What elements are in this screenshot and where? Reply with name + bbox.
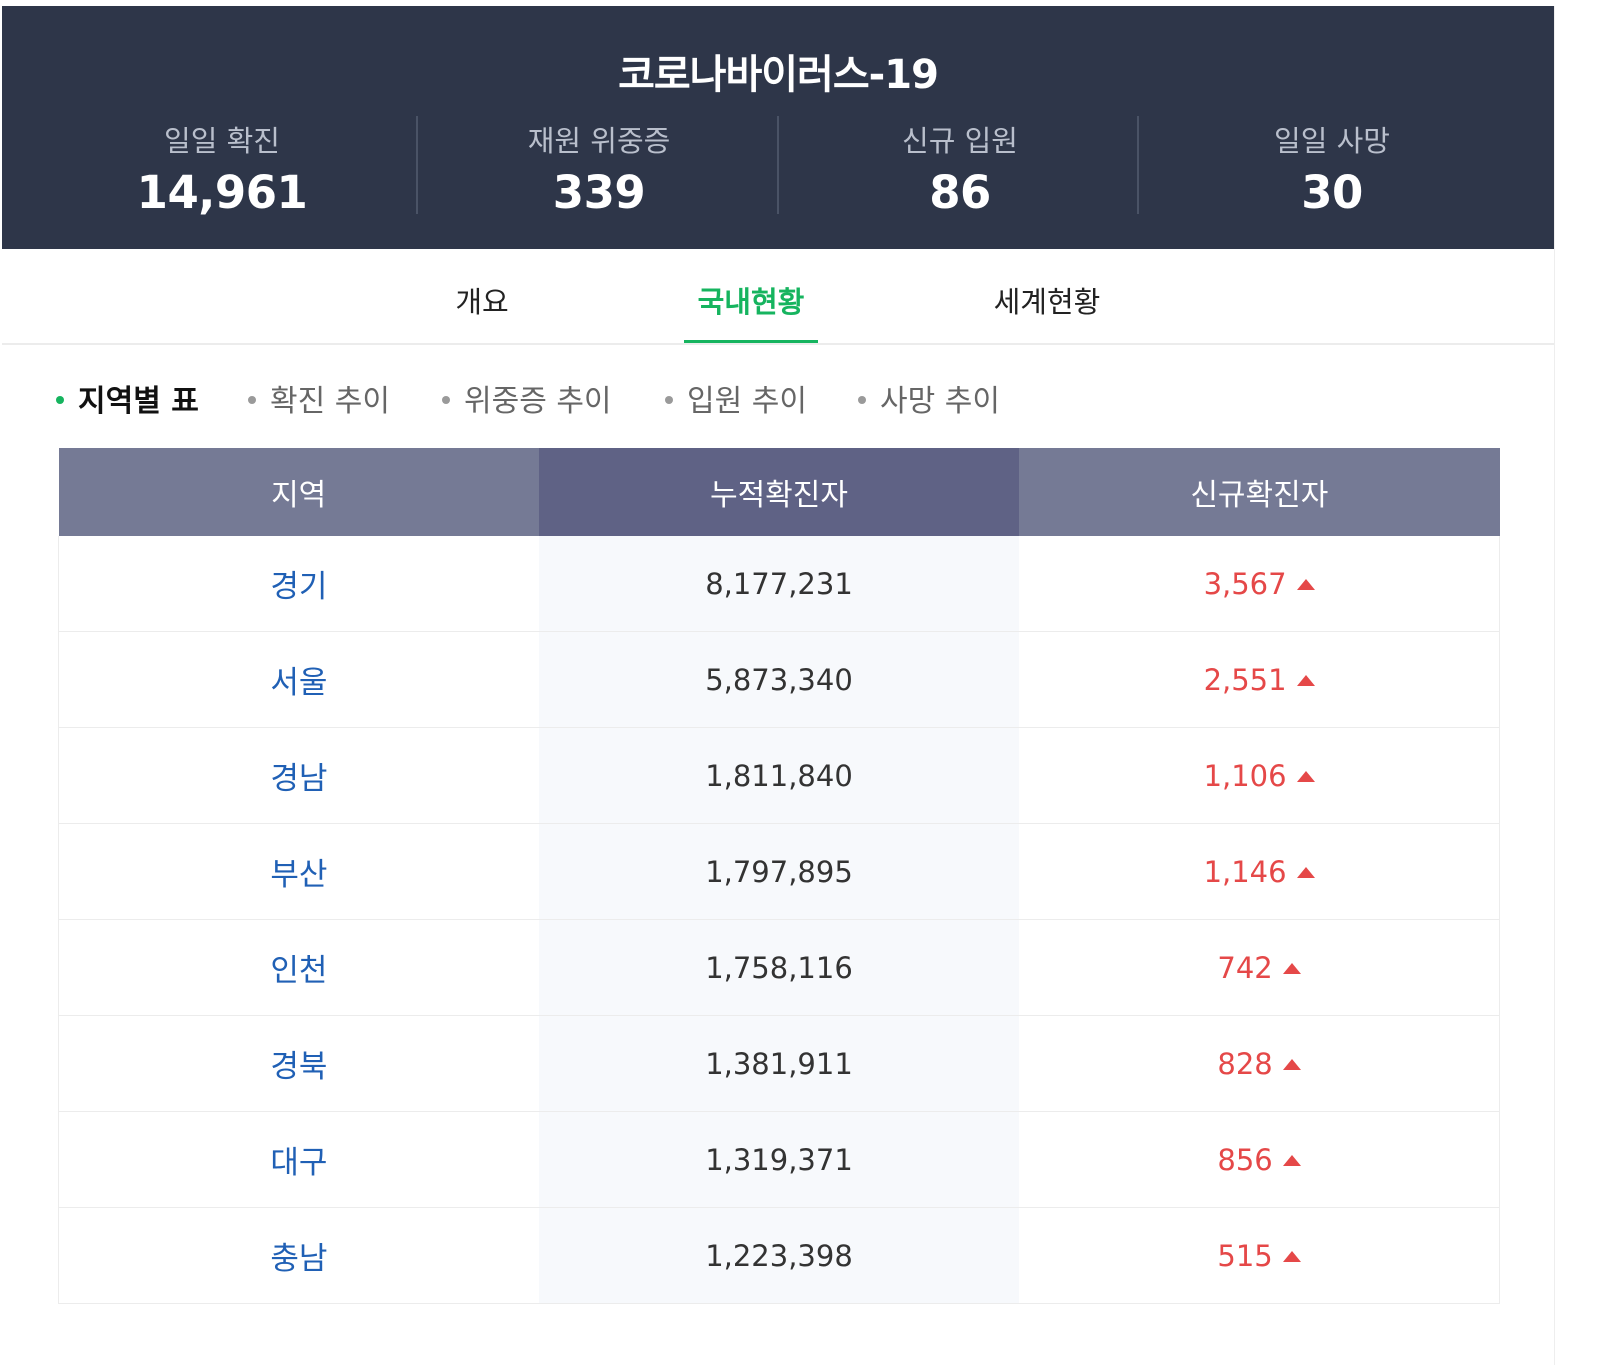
stat-label: 일일 확진 <box>164 124 280 158</box>
new-cases: 856 <box>1217 1142 1273 1177</box>
filter-confirmed-trend[interactable]: 확진 추이 <box>248 376 390 420</box>
main-tabs: 개요 국내현황 세계현황 <box>2 249 1554 345</box>
total-cases: 5,873,340 <box>538 631 1020 728</box>
table-row: 충남 1,223,398 515 <box>57 1207 1501 1304</box>
increase-arrow-icon <box>1296 770 1315 782</box>
table-row: 부산 1,797,895 1,146 <box>57 823 1501 920</box>
table-row: 경기 8,177,231 3,567 <box>57 536 1501 632</box>
bullet-dot-icon <box>248 395 256 404</box>
new-cases: 1,106 <box>1203 758 1287 793</box>
region-link[interactable]: 서울 <box>57 631 539 728</box>
region-table-container: 지역 누적확진자 신규확진자 경기 8,177,231 3,567 서울 5,8… <box>57 448 1501 1304</box>
region-table: 지역 누적확진자 신규확진자 경기 8,177,231 3,567 서울 5,8… <box>57 448 1501 1304</box>
total-cases: 8,177,231 <box>538 536 1020 632</box>
region-link[interactable]: 경남 <box>57 727 539 824</box>
tab-overview[interactable]: 개요 <box>455 285 509 319</box>
new-cases: 3,567 <box>1203 566 1287 601</box>
table-row: 인천 1,758,116 742 <box>57 919 1501 1016</box>
filter-critical-trend[interactable]: 위중증 추이 <box>442 376 612 420</box>
total-cases: 1,381,911 <box>538 1015 1020 1112</box>
increase-arrow-icon <box>1282 1250 1301 1262</box>
stat-value: 339 <box>552 166 646 219</box>
stat-divider <box>1137 116 1139 214</box>
new-cases: 742 <box>1217 950 1273 985</box>
filter-label: 확진 추이 <box>270 384 390 419</box>
new-cases-cell: 856 <box>1019 1111 1501 1208</box>
stat-divider <box>777 116 779 214</box>
new-cases-cell: 1,146 <box>1019 823 1501 920</box>
view-filters: 지역별 표 확진 추이 위중증 추이 입원 추이 사망 추이 <box>2 376 1554 426</box>
new-cases: 1,146 <box>1203 854 1287 889</box>
total-cases: 1,811,840 <box>538 727 1020 824</box>
stat-label: 일일 사망 <box>1274 124 1390 158</box>
page-title: 코로나바이러스-19 <box>618 52 939 98</box>
new-cases-cell: 742 <box>1019 919 1501 1016</box>
filter-death-trend[interactable]: 사망 추이 <box>858 376 1000 420</box>
stat-divider <box>416 116 418 214</box>
stat-daily-deaths: 일일 사망 30 <box>1182 116 1482 219</box>
header-region: 지역 <box>58 448 539 536</box>
new-cases: 2,551 <box>1203 662 1287 697</box>
table-row: 경남 1,811,840 1,106 <box>57 727 1501 824</box>
total-cases: 1,319,371 <box>538 1111 1020 1208</box>
filter-label: 위중증 추이 <box>464 384 612 419</box>
stat-new-admissions: 신규 입원 86 <box>810 116 1110 219</box>
total-cases: 1,223,398 <box>538 1207 1020 1304</box>
filter-label: 입원 추이 <box>687 384 807 419</box>
bullet-dot-icon <box>56 395 64 404</box>
filter-region-table[interactable]: 지역별 표 <box>56 376 199 420</box>
increase-arrow-icon <box>1296 674 1315 686</box>
header-total: 누적확진자 <box>538 448 1020 536</box>
region-link[interactable]: 충남 <box>57 1207 539 1304</box>
stat-value: 14,961 <box>136 166 308 219</box>
increase-arrow-icon <box>1282 1154 1301 1166</box>
filter-admission-trend[interactable]: 입원 추이 <box>665 376 807 420</box>
region-link[interactable]: 경북 <box>57 1015 539 1112</box>
region-link[interactable]: 인천 <box>57 919 539 1016</box>
new-cases-cell: 515 <box>1019 1207 1501 1304</box>
stat-value: 30 <box>1301 166 1363 219</box>
summary-stats: 일일 확진 14,961 재원 위중증 339 신규 입원 86 일일 사망 3… <box>2 116 1554 219</box>
total-cases: 1,758,116 <box>538 919 1020 1016</box>
stat-daily-confirmed: 일일 확진 14,961 <box>72 116 372 219</box>
covid-card: 코로나바이러스-19 일일 확진 14,961 재원 위중증 339 신규 입원… <box>2 6 1555 1365</box>
stat-value: 86 <box>929 166 991 219</box>
region-link[interactable]: 대구 <box>57 1111 539 1208</box>
bullet-dot-icon <box>858 395 866 404</box>
increase-arrow-icon <box>1296 578 1315 590</box>
region-link[interactable]: 부산 <box>57 823 539 920</box>
region-link[interactable]: 경기 <box>57 536 539 632</box>
new-cases: 828 <box>1217 1046 1273 1081</box>
table-row: 대구 1,319,371 856 <box>57 1111 1501 1208</box>
new-cases: 515 <box>1217 1238 1273 1273</box>
new-cases-cell: 1,106 <box>1019 727 1501 824</box>
stat-critical: 재원 위중증 339 <box>449 116 749 219</box>
increase-arrow-icon <box>1296 866 1315 878</box>
new-cases-cell: 828 <box>1019 1015 1501 1112</box>
increase-arrow-icon <box>1282 962 1301 974</box>
tab-global[interactable]: 세계현황 <box>993 285 1101 319</box>
total-cases: 1,797,895 <box>538 823 1020 920</box>
active-tab-indicator <box>684 340 818 343</box>
table-row: 서울 5,873,340 2,551 <box>57 631 1501 728</box>
filter-label: 사망 추이 <box>880 384 1000 419</box>
stat-label: 재원 위중증 <box>527 124 671 158</box>
stat-label: 신규 입원 <box>902 124 1018 158</box>
new-cases-cell: 2,551 <box>1019 631 1501 728</box>
new-cases-cell: 3,567 <box>1019 536 1501 632</box>
bullet-dot-icon <box>665 395 673 404</box>
table-row: 경북 1,381,911 828 <box>57 1015 1501 1112</box>
header-new: 신규확진자 <box>1019 448 1500 536</box>
filter-label: 지역별 표 <box>78 384 199 419</box>
bullet-dot-icon <box>442 395 450 404</box>
tab-domestic[interactable]: 국내현황 <box>697 285 805 319</box>
increase-arrow-icon <box>1282 1058 1301 1070</box>
summary-header: 코로나바이러스-19 일일 확진 14,961 재원 위중증 339 신규 입원… <box>2 6 1554 249</box>
table-header-row: 지역 누적확진자 신규확진자 <box>58 448 1500 536</box>
